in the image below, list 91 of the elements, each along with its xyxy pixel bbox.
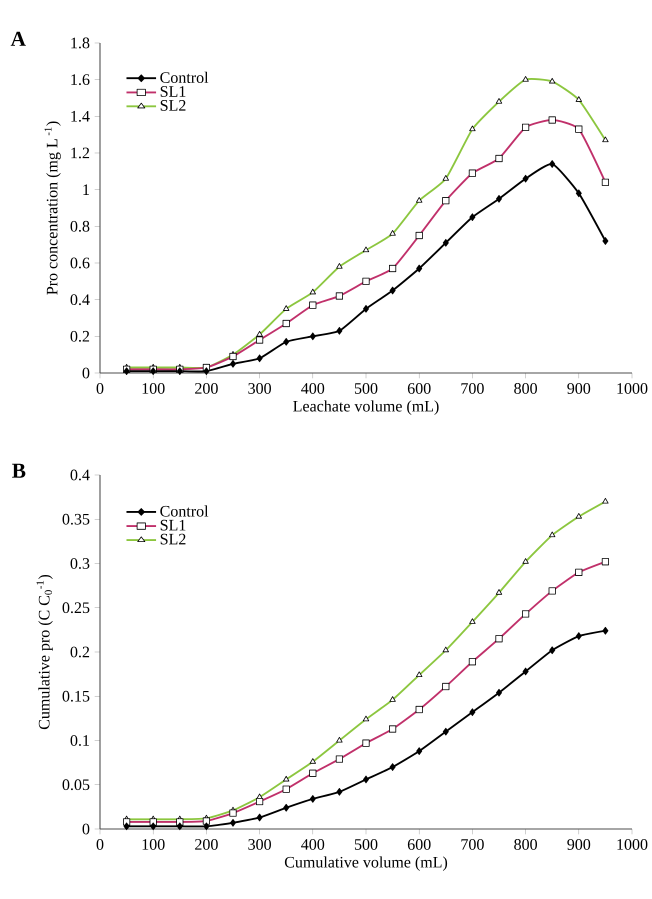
y-tick-label: 0.4 bbox=[70, 294, 90, 306]
x-tick-label: 800 bbox=[514, 383, 537, 394]
point bbox=[496, 688, 502, 697]
point bbox=[230, 818, 236, 827]
point bbox=[442, 238, 449, 247]
y-tick-label: 0.25 bbox=[62, 602, 90, 614]
y-tick-label: 1.6 bbox=[71, 74, 90, 86]
legend-label: SL1 bbox=[160, 86, 186, 97]
x-axis-title: Cumulative volume (mL) bbox=[284, 856, 447, 871]
y-tick-label: 0.2 bbox=[70, 646, 89, 658]
point bbox=[362, 304, 369, 313]
x-axis-title: Leachate volume (mL) bbox=[292, 400, 438, 415]
x-tick-label: 800 bbox=[514, 839, 537, 850]
legend-label: SL2 bbox=[160, 100, 186, 111]
point bbox=[469, 708, 476, 716]
point bbox=[469, 213, 476, 222]
point bbox=[123, 367, 130, 376]
point bbox=[522, 668, 528, 676]
x-tick-label: 900 bbox=[567, 839, 590, 850]
point bbox=[176, 367, 183, 376]
x-tick-label: 0 bbox=[96, 839, 104, 850]
point bbox=[389, 286, 396, 294]
point bbox=[522, 174, 528, 183]
point bbox=[576, 632, 582, 640]
y-tick-label: 1.2 bbox=[71, 148, 89, 158]
y-tick-label: 0.35 bbox=[62, 514, 90, 525]
y-axis-title: Pro concentration (mg L $^{-1}$) bbox=[44, 122, 61, 295]
point bbox=[176, 822, 183, 830]
y-tick-label: 0 bbox=[82, 368, 90, 378]
point bbox=[442, 728, 449, 736]
point bbox=[496, 194, 502, 203]
y-tick-label: 0.6 bbox=[70, 258, 90, 268]
y-tick-label: 0.3 bbox=[70, 558, 90, 569]
y-tick-label: 0 bbox=[82, 824, 90, 834]
legend-label: SL2 bbox=[160, 534, 186, 544]
point bbox=[416, 264, 422, 272]
x-tick-label: 100 bbox=[142, 839, 164, 850]
point bbox=[123, 822, 130, 830]
point bbox=[602, 237, 608, 245]
point bbox=[203, 822, 210, 830]
point bbox=[336, 788, 342, 796]
chart-title: B bbox=[12, 464, 26, 478]
x-tick-label: 700 bbox=[461, 839, 484, 850]
x-tick-label: 200 bbox=[194, 383, 218, 394]
y-tick-label: 0.4 bbox=[70, 470, 90, 480]
x-tick-label: 500 bbox=[354, 839, 378, 850]
point bbox=[310, 795, 316, 803]
x-tick-label: 1000 bbox=[617, 383, 648, 394]
chart-title: A bbox=[10, 32, 26, 46]
legend-label: Control bbox=[160, 505, 208, 517]
x-tick-label: 200 bbox=[194, 839, 218, 850]
y-tick-label: 1 bbox=[83, 184, 89, 195]
x-tick-label: 400 bbox=[300, 839, 324, 850]
x-tick-label: 700 bbox=[461, 383, 484, 394]
point bbox=[602, 626, 608, 635]
y-tick-label: 0.8 bbox=[70, 220, 90, 232]
x-tick-label: 900 bbox=[567, 383, 590, 394]
point bbox=[310, 332, 316, 340]
y-tick-label: 0.15 bbox=[62, 690, 90, 702]
y-tick-label: 1.4 bbox=[71, 110, 90, 122]
point bbox=[203, 367, 210, 376]
point bbox=[576, 189, 582, 198]
x-tick-label: 600 bbox=[408, 383, 430, 394]
x-tick-label: 600 bbox=[408, 839, 430, 850]
x-tick-label: 300 bbox=[248, 383, 271, 394]
x-tick-label: 400 bbox=[300, 383, 324, 394]
y-tick-label: 0.1 bbox=[70, 735, 89, 746]
point bbox=[282, 804, 289, 812]
point bbox=[282, 338, 289, 346]
x-tick-label: 0 bbox=[96, 383, 104, 394]
point bbox=[336, 326, 342, 335]
legend-label: SL1 bbox=[160, 520, 186, 531]
x-tick-label: 300 bbox=[248, 839, 271, 850]
point bbox=[416, 747, 422, 755]
point bbox=[548, 646, 555, 654]
point bbox=[256, 354, 262, 362]
y-axis-title: Cumulative pro (C C$_{0}$$^{-1}$) bbox=[36, 574, 53, 730]
point bbox=[150, 822, 156, 830]
y-tick-label: 0.05 bbox=[62, 779, 90, 790]
y-tick-label: 1.8 bbox=[71, 38, 90, 48]
x-tick-label: 1000 bbox=[617, 839, 648, 850]
point bbox=[256, 814, 262, 822]
point bbox=[389, 763, 396, 771]
x-tick-label: 100 bbox=[142, 383, 164, 394]
x-tick-label: 500 bbox=[354, 383, 378, 394]
point bbox=[150, 367, 156, 376]
point bbox=[362, 776, 369, 784]
point bbox=[230, 360, 236, 368]
legend-label: Control bbox=[160, 72, 208, 83]
point bbox=[548, 160, 555, 168]
y-tick-label: 0.2 bbox=[70, 330, 89, 342]
